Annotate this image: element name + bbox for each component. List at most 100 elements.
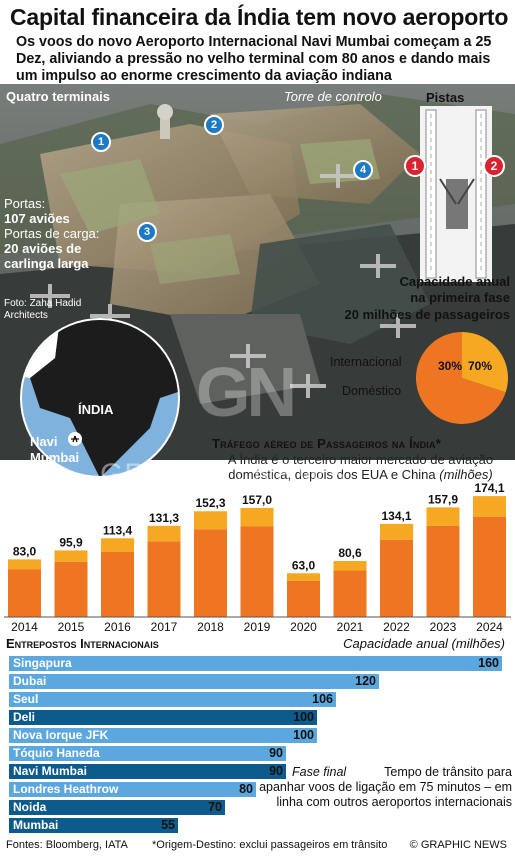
hub-name: Deli xyxy=(13,710,36,724)
traffic-bar-lower xyxy=(54,561,88,617)
traffic-value-label: 95,9 xyxy=(59,535,83,549)
photo-credit: Foto: Zaha Hadid Architects xyxy=(4,298,82,321)
india-map xyxy=(20,318,180,478)
gates-info: Portas: 107 aviões Portas de carga: 20 a… xyxy=(4,196,104,271)
hub-name: Tóquio Haneda xyxy=(13,746,100,760)
traffic-year-label: 2015 xyxy=(58,620,85,634)
traffic-bar-lower xyxy=(147,541,181,617)
runway-callout-2: 2 xyxy=(483,155,505,177)
hub-name: Londres Heathrow xyxy=(13,782,119,796)
gn-watermark: GN xyxy=(196,353,297,431)
cargo-value: 20 aviões de carlinga larga xyxy=(4,241,89,271)
hubs-chart-title: Entrepostos Internacionais xyxy=(6,636,159,651)
traffic-year-label: 2020 xyxy=(290,620,317,634)
terminal-callout-3: 3 xyxy=(137,222,157,242)
hub-bar: Deli 100 xyxy=(9,710,317,725)
traffic-year-label: 2016 xyxy=(104,620,131,634)
pie-slice-international xyxy=(462,332,508,393)
terminal-callout-1: 1 xyxy=(91,132,111,152)
hub-bar: Singapura 160 xyxy=(9,656,502,671)
capacity-value: 20 milhões de passageiros xyxy=(344,307,510,322)
terminal-callout-4: 4 xyxy=(353,160,373,180)
control-tower-label: Torre de controlo xyxy=(284,89,382,104)
capacity-label: Capacidade anual na primeira fase xyxy=(399,274,510,305)
traffic-value-label: 113,4 xyxy=(103,523,133,537)
hub-value: 100 xyxy=(293,710,314,724)
traffic-year-label: 2014 xyxy=(11,620,38,634)
traffic-bar-lower xyxy=(426,525,460,617)
pie-domestic-pct: 70% xyxy=(468,359,492,373)
map-country-label: ÍNDIA xyxy=(78,402,114,417)
hub-value: 160 xyxy=(478,656,499,670)
passenger-mix-pie: 30% 70% xyxy=(416,332,508,424)
traffic-bar-lower xyxy=(101,551,134,617)
traffic-value-label: 80,6 xyxy=(338,546,362,560)
four-terminals-label: Quatro terminais xyxy=(6,89,111,104)
traffic-bar-lower xyxy=(8,569,41,617)
hub-bar: Seul 106 xyxy=(9,692,336,707)
gates-label: Portas: xyxy=(4,196,46,211)
traffic-year-label: 2022 xyxy=(383,620,410,634)
traffic-value-label: 157,0 xyxy=(242,493,272,507)
traffic-note-text: A Índia é o terceiro maior mercado de av… xyxy=(227,452,494,482)
transit-text: Tempo de trânsito para apanhar voos de l… xyxy=(259,765,512,809)
pie-international-pct: 30% xyxy=(438,359,462,373)
traffic-value-label: 152,3 xyxy=(195,496,225,510)
hub-bar: Noida 70 xyxy=(9,800,225,815)
footnote: *Origem-Destino: exclui passageiros em t… xyxy=(152,839,388,851)
map-city-label: Navi Mumbai xyxy=(30,434,80,465)
airport-photo-illustration xyxy=(0,84,515,460)
traffic-year-label: 2023 xyxy=(430,620,457,634)
traffic-bar-lower xyxy=(287,580,320,617)
transit-note: Tempo de trânsito para apanhar voos de l… xyxy=(256,765,512,810)
hub-bar: Tóquio Haneda 90 xyxy=(9,746,286,761)
hub-name: Mumbai xyxy=(13,818,59,832)
traffic-bar-lower xyxy=(240,526,274,617)
traffic-bar-upper xyxy=(194,511,227,530)
airport-icon xyxy=(68,432,82,446)
hub-value: 80 xyxy=(239,782,253,796)
traffic-bar-upper xyxy=(101,538,134,552)
airport-rendering: Quatro terminais Torre de controlo Pista… xyxy=(0,84,515,460)
traffic-bar-upper xyxy=(8,559,41,570)
hub-name: Nova Iorque JFK xyxy=(13,728,109,742)
runway-diagram xyxy=(420,106,492,282)
hub-value: 120 xyxy=(355,674,376,688)
traffic-bar-upper xyxy=(426,507,460,526)
traffic-bar-upper xyxy=(240,507,274,527)
hub-bar: Dubai 120 xyxy=(9,674,379,689)
graphic-news-watermark: GRAPHIC NEWS xyxy=(100,458,348,491)
traffic-value-label: 134,1 xyxy=(381,509,411,523)
traffic-bar-upper xyxy=(473,496,506,517)
traffic-bar-upper xyxy=(380,523,413,540)
traffic-value-label: 83,0 xyxy=(13,544,37,558)
page-subtitle: Os voos do novo Aeroporto Internacional … xyxy=(16,34,492,84)
page-title: Capital financeira da Índia tem novo aer… xyxy=(10,4,509,30)
traffic-bar-lower xyxy=(194,529,227,617)
hub-value: 106 xyxy=(312,692,333,706)
traffic-bar-upper xyxy=(287,573,320,581)
terminal-callout-2: 2 xyxy=(204,115,224,135)
traffic-value-label: 174,1 xyxy=(474,481,504,495)
traffic-bar-upper xyxy=(333,561,367,571)
pie-international-label: Internacional xyxy=(330,355,402,369)
hub-value: 90 xyxy=(269,764,283,778)
traffic-bar-lower xyxy=(333,570,367,617)
hub-value: 90 xyxy=(269,746,283,760)
traffic-bar-chart: 83,0 2014 95,9 2015 113,4 2016 131,3 2017 152,3 2… xyxy=(4,481,511,634)
runway-callout-1: 1 xyxy=(404,155,426,177)
traffic-year-label: 2021 xyxy=(337,620,364,634)
hub-name: Dubai xyxy=(13,674,47,688)
hub-name: Singapura xyxy=(13,656,72,670)
traffic-year-label: 2024 xyxy=(476,620,503,634)
hub-name: Noida xyxy=(13,800,47,814)
pie-slice-domestic xyxy=(416,332,506,424)
hubs-chart-unit: Capacidade anual (milhões) xyxy=(343,636,505,651)
runways-label: Pistas xyxy=(426,90,465,105)
traffic-chart-note: A Índia é o terceiro maior mercado de av… xyxy=(213,452,508,482)
hub-name: Navi Mumbai xyxy=(13,764,88,778)
sources: Fontes: Bloomberg, IATA xyxy=(6,839,128,851)
gates-value: 107 aviões xyxy=(4,211,70,226)
traffic-note-unit: (milhões) xyxy=(439,467,493,482)
